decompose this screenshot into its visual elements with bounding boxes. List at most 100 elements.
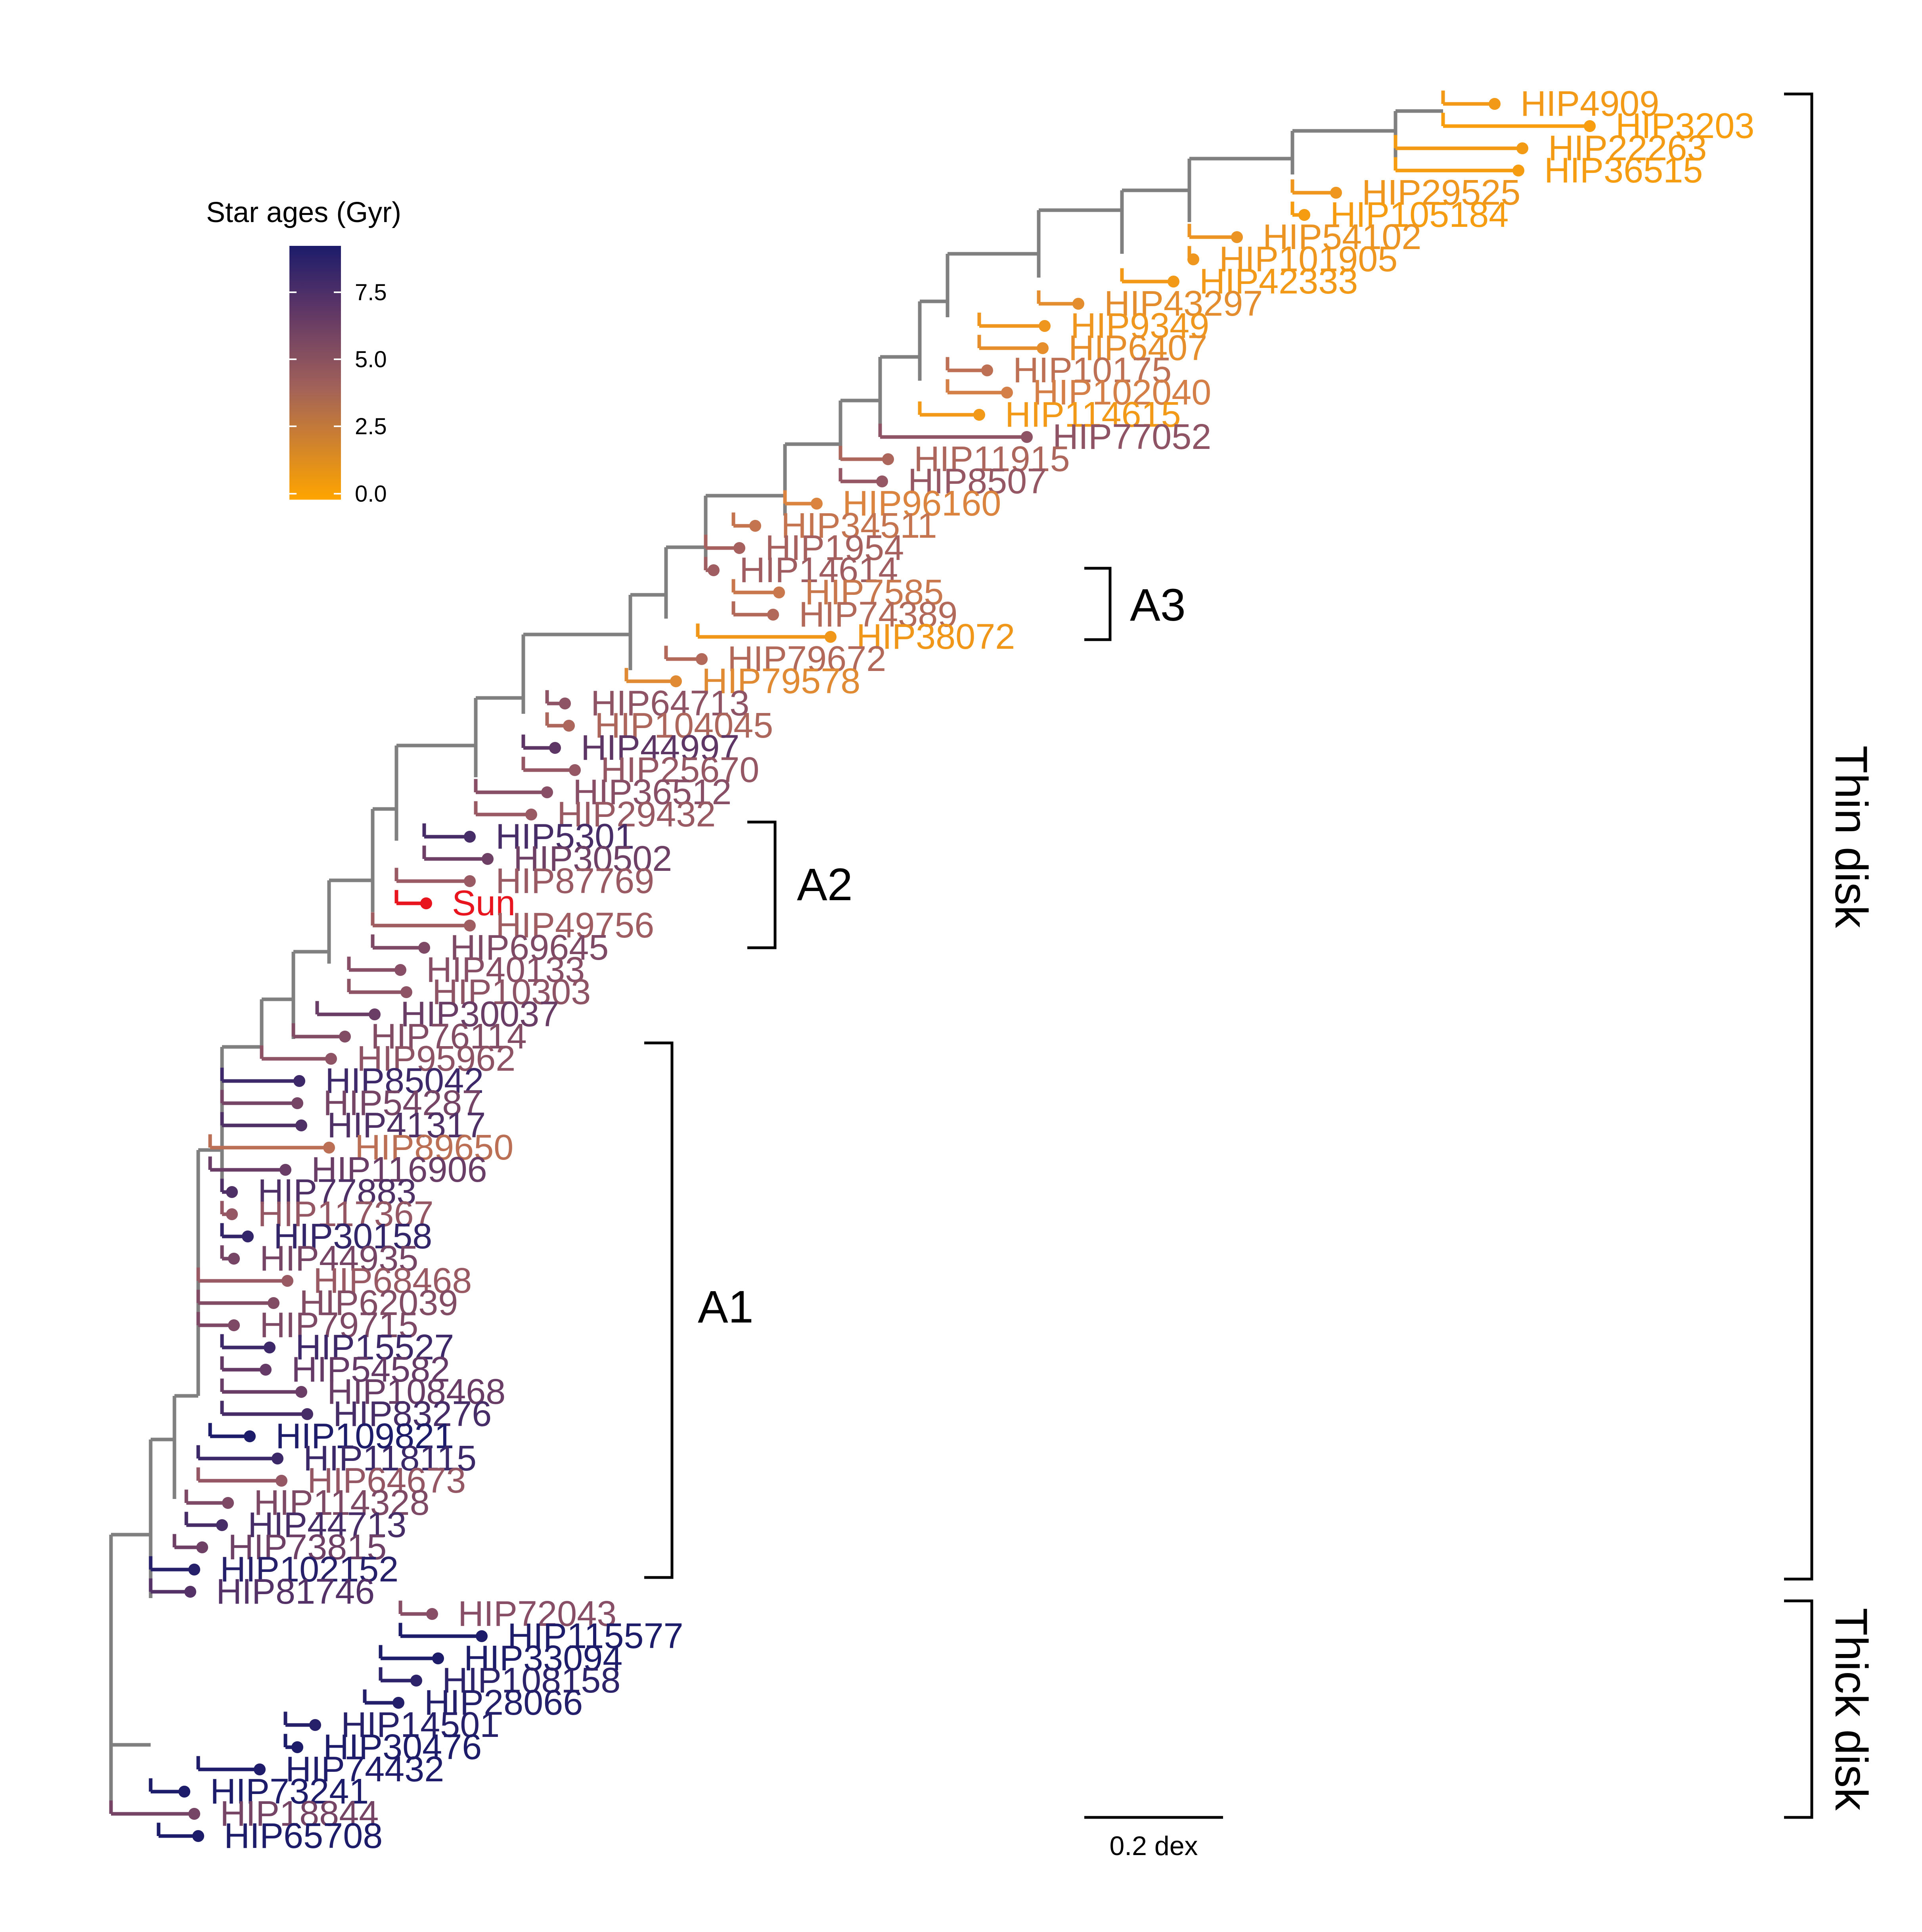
- tip-node: [1187, 253, 1199, 265]
- tip-label: HIP74389: [799, 595, 957, 634]
- tip-node: [811, 498, 823, 510]
- tip-label: HIP68468: [313, 1261, 472, 1301]
- tip-node: [541, 786, 553, 798]
- tip-node: [228, 1253, 240, 1265]
- tip-node: [226, 1208, 238, 1220]
- tip-label: HIP108468: [327, 1372, 505, 1412]
- tip-label: HIP14501: [341, 1705, 500, 1745]
- tip-label: HIP29525: [1362, 173, 1520, 213]
- tip-node: [254, 1763, 266, 1775]
- tip-node: [339, 1031, 351, 1043]
- tip-node: [569, 764, 581, 776]
- tip-node: [1001, 387, 1013, 399]
- tip-label: HIP10303: [432, 972, 591, 1012]
- scale-bar-label: 0.2 dex: [1109, 1831, 1198, 1861]
- tip-node: [1072, 298, 1084, 310]
- tip-node: [394, 964, 406, 976]
- tip-label: HIP9349: [1070, 306, 1209, 346]
- tip-label: HIP18844: [220, 1794, 379, 1834]
- tip-node: [1584, 120, 1596, 132]
- tip-label: HIP36512: [573, 772, 731, 812]
- tip-label: HIP79672: [727, 639, 886, 679]
- tip-node: [279, 1164, 291, 1176]
- colorbar-tick-label: 2.5: [355, 414, 387, 439]
- tip-label: HIP49756: [496, 906, 654, 945]
- tip-node: [1039, 320, 1051, 332]
- tip-node: [432, 1652, 444, 1664]
- age-colorbar-legend: Star ages (Gyr) 7.5 5.0 2.5 0.0: [206, 197, 401, 507]
- tip-label: HIP95962: [357, 1039, 515, 1079]
- tip-label: HIP38072: [856, 617, 1015, 657]
- scale-bar: 0.2 dex: [1084, 1816, 1223, 1861]
- tip-label: HIP109821: [276, 1416, 454, 1456]
- tip-label: HIP7585: [805, 573, 944, 612]
- a3-bracket: A3: [1084, 567, 1186, 641]
- tip-label: HIP72043: [458, 1594, 616, 1634]
- thick-disk-bracket: Thick disk: [1784, 1599, 1876, 1819]
- tip-node: [244, 1430, 256, 1442]
- tip-label: HIP30476: [323, 1727, 482, 1767]
- tip-node: [188, 1564, 200, 1576]
- a1-bracket: A1: [644, 1041, 754, 1579]
- tip-node: [260, 1364, 272, 1376]
- tip-label: HIP74432: [285, 1750, 444, 1789]
- tip-node: [1037, 342, 1049, 354]
- tip-label: HIP30037: [400, 995, 559, 1034]
- tip-node: [1330, 187, 1342, 199]
- tip-label: HIP65708: [224, 1816, 383, 1856]
- tip-node: [276, 1475, 287, 1487]
- tip-node: [228, 1319, 240, 1331]
- tip-node: [773, 586, 785, 598]
- tip-node: [670, 675, 682, 687]
- tip-label: HIP118115: [303, 1439, 477, 1478]
- tip-label: HIP77883: [258, 1172, 416, 1212]
- a2-label: A2: [797, 859, 853, 910]
- tip-label: HIP117367: [258, 1194, 434, 1234]
- tip-label: HIP62039: [299, 1283, 458, 1323]
- colorbar-ticks: [289, 291, 341, 494]
- tip-node: [1516, 142, 1528, 154]
- tip-node: [295, 1119, 307, 1131]
- tip-node: [392, 1697, 404, 1709]
- tip-node: [295, 1386, 307, 1398]
- tip-node: [301, 1408, 313, 1420]
- tip-label: HIP96160: [842, 484, 1001, 523]
- tip-node: [749, 520, 761, 532]
- tip-label: HIP4909: [1520, 84, 1659, 124]
- tip-label: HIP81746: [216, 1572, 375, 1612]
- tip-label: HIP15527: [295, 1328, 454, 1367]
- colorbar-tick-label: 7.5: [355, 280, 387, 305]
- tip-node: [1512, 165, 1524, 176]
- tip-label: HIP1954: [765, 528, 904, 568]
- tip-label: HIP44713: [248, 1505, 406, 1545]
- tip-node: [192, 1830, 204, 1842]
- tip-node: [196, 1541, 208, 1553]
- tip-label: HIP108158: [442, 1661, 620, 1700]
- colorbar-gradient: [289, 246, 341, 500]
- tip-label: HIP43297: [1104, 284, 1263, 324]
- tip-label: HIP89650: [355, 1128, 513, 1167]
- tip-label: HIP104045: [595, 706, 773, 746]
- tree-tips: HIP4909HIP3203HIP22263HIP36515HIP29525HI…: [178, 84, 1754, 1856]
- tip-node: [1298, 209, 1310, 221]
- tip-node: [268, 1297, 279, 1309]
- tip-node: [272, 1453, 283, 1464]
- tip-node: [825, 631, 837, 643]
- tip-node: [418, 942, 430, 954]
- tip-label: HIP44997: [581, 728, 739, 768]
- tip-label: HIP79578: [702, 661, 860, 701]
- tip-label: HIP36515: [1544, 151, 1703, 190]
- colorbar-tick-label: 0.0: [355, 481, 387, 507]
- tip-node: [325, 1053, 337, 1065]
- tip-label: HIP101905: [1219, 240, 1397, 279]
- tip-node: [525, 809, 537, 820]
- tip-node: [563, 720, 575, 732]
- tip-node: [708, 564, 720, 576]
- tip-node: [1168, 276, 1179, 288]
- tip-label: HIP105184: [1330, 195, 1509, 235]
- tip-label: HIP14614: [739, 550, 898, 590]
- tip-label: HIP22263: [1548, 128, 1707, 168]
- tip-label: HIP5301: [496, 817, 634, 857]
- tip-node: [1231, 231, 1243, 243]
